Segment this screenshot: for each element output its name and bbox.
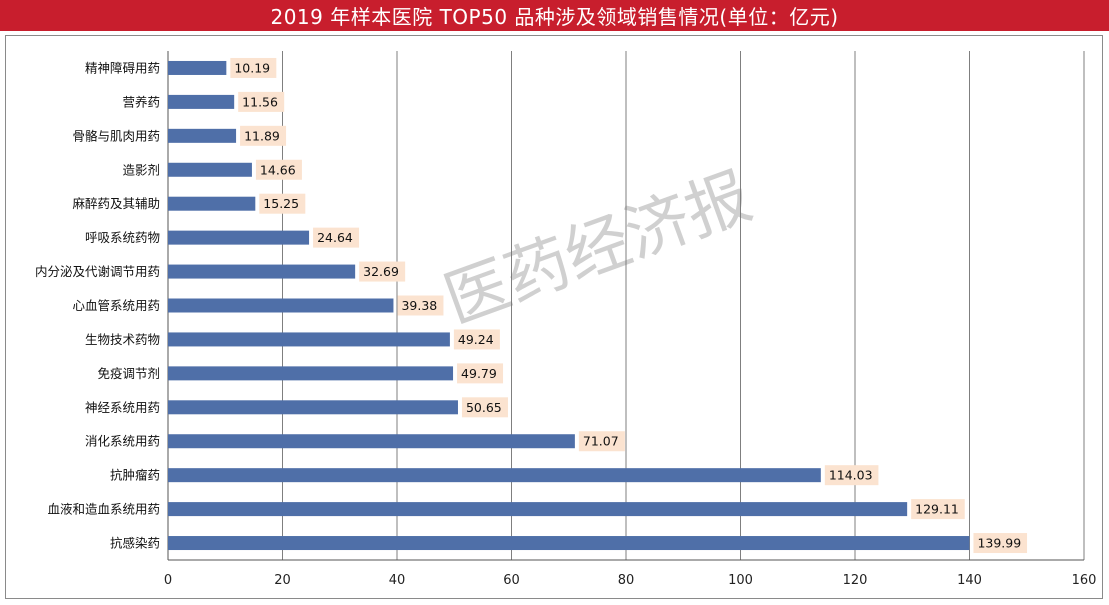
value-label-bg [461, 397, 508, 418]
bar [168, 502, 908, 517]
value-label: 114.03 [829, 468, 873, 483]
bar [168, 162, 252, 177]
category-label: 内分泌及代谢调节用药 [35, 264, 160, 279]
value-label: 129.11 [915, 502, 959, 517]
category-label: 抗感染药 [110, 536, 160, 551]
value-label: 32.69 [363, 264, 399, 279]
value-label: 49.24 [458, 332, 494, 347]
category-label: 血液和造血系统用药 [47, 502, 160, 517]
value-label-bg [457, 363, 504, 384]
bar [168, 264, 356, 279]
value-label-bg [453, 329, 500, 350]
bar [168, 298, 394, 313]
bar [168, 536, 970, 551]
bar [168, 128, 237, 143]
category-label: 精神障碍用药 [85, 60, 160, 75]
value-label-bg [238, 91, 285, 112]
bar [168, 366, 454, 381]
bar [168, 60, 227, 75]
category-label: 抗肿瘤药 [110, 468, 160, 483]
value-label-bg [359, 261, 406, 282]
x-tick-label: 160 [1072, 573, 1097, 588]
value-label: 10.19 [234, 60, 270, 75]
value-label: 24.64 [317, 230, 353, 245]
value-label: 139.99 [977, 536, 1021, 551]
value-label: 39.38 [401, 298, 437, 313]
category-label: 生物技术药物 [85, 332, 160, 347]
value-label-bg [230, 57, 277, 78]
bar [168, 332, 450, 347]
bar [168, 434, 575, 449]
value-label-bg [824, 465, 879, 486]
chart-title: 2019 年样本医院 TOP50 品种涉及领域销售情况(单位：亿元) [270, 5, 839, 29]
category-label: 呼吸系统药物 [85, 230, 160, 245]
chart-title-bar: 2019 年样本医院 TOP50 品种涉及领域销售情况(单位：亿元) [0, 0, 1109, 31]
bar [168, 468, 821, 483]
category-label: 麻醉药及其辅助 [72, 196, 160, 211]
value-label: 71.07 [583, 434, 619, 449]
value-label-bg [911, 499, 965, 520]
category-label: 心血管系统用药 [72, 298, 160, 313]
value-label-bg [397, 295, 444, 316]
value-label: 50.65 [466, 400, 502, 415]
x-tick-label: 140 [957, 573, 982, 588]
value-label: 14.66 [260, 162, 296, 177]
x-tick-label: 0 [164, 573, 172, 588]
category-label: 免疫调节剂 [97, 366, 160, 381]
category-label: 造影剂 [122, 162, 160, 177]
x-tick-label: 60 [503, 573, 520, 588]
x-tick-label: 80 [618, 573, 635, 588]
value-label-bg [578, 431, 625, 452]
bar [168, 230, 310, 245]
bar [168, 400, 458, 415]
x-tick-label: 100 [728, 573, 753, 588]
category-label: 营养药 [122, 94, 160, 109]
bar [168, 196, 256, 211]
value-label-bg [240, 125, 287, 146]
value-label: 15.25 [263, 196, 299, 211]
x-tick-label: 20 [274, 573, 291, 588]
bar [168, 94, 235, 109]
value-label-bg [973, 533, 1028, 554]
category-label: 骨骼与肌肉用药 [72, 128, 160, 143]
value-label: 49.79 [461, 366, 497, 381]
x-tick-label: 40 [389, 573, 406, 588]
x-tick-label: 120 [843, 573, 868, 588]
value-label: 11.89 [244, 128, 280, 143]
value-label-bg [259, 193, 306, 214]
category-label: 神经系统用药 [85, 400, 160, 415]
value-label-bg [255, 159, 302, 180]
category-label: 消化系统用药 [85, 434, 160, 449]
value-label-bg [313, 227, 360, 248]
value-label: 11.56 [242, 94, 278, 109]
